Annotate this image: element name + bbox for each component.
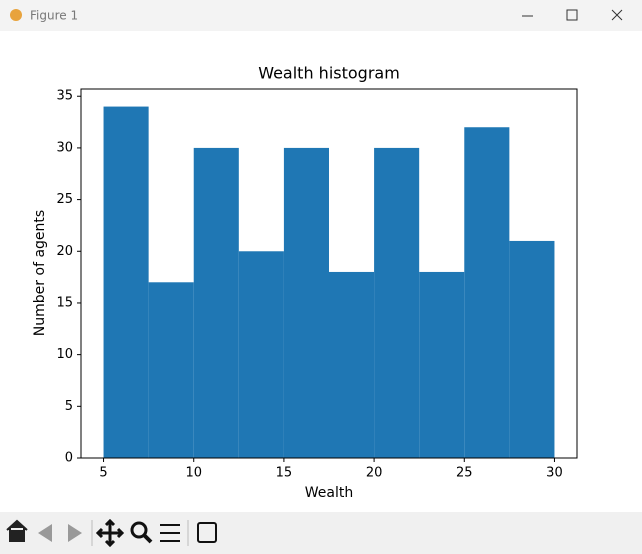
y-tick-label: 15	[56, 295, 73, 310]
chart-title: Wealth histogram	[258, 64, 400, 83]
bar	[464, 127, 510, 458]
x-axis-label: Wealth	[305, 485, 353, 501]
app-icon	[10, 9, 22, 21]
forward-button[interactable]	[68, 524, 82, 542]
pan-button[interactable]	[95, 518, 125, 548]
y-axis-label: Number of agents	[32, 210, 48, 336]
bar	[419, 271, 465, 458]
zoom-button[interactable]	[130, 521, 148, 539]
bar	[509, 240, 555, 458]
y-tick-label: 30	[56, 140, 73, 155]
bar	[238, 251, 284, 458]
x-tick-label: 10	[185, 466, 202, 481]
y-tick-label: 5	[65, 399, 73, 414]
y-tick-label: 20	[56, 244, 73, 259]
y-tick-label: 25	[56, 192, 73, 207]
x-tick-label: 5	[99, 466, 107, 481]
configure-button[interactable]	[160, 524, 180, 542]
save-button[interactable]	[197, 522, 217, 543]
title-bar	[0, 0, 642, 31]
bar	[329, 271, 375, 458]
y-tick-label: 10	[56, 347, 73, 362]
bar	[283, 147, 329, 459]
bar	[103, 106, 149, 459]
back-button[interactable]	[38, 524, 52, 542]
bar	[374, 147, 420, 459]
bar	[193, 147, 239, 459]
home-button[interactable]	[6, 519, 28, 542]
axes-frame	[80, 88, 578, 459]
bar	[148, 282, 194, 458]
close-button[interactable]	[611, 9, 623, 21]
window-title: Figure 1	[30, 9, 78, 23]
x-tick-label: 20	[366, 466, 383, 481]
y-tick-label: 35	[56, 89, 73, 104]
zoom-handle	[142, 533, 153, 544]
x-tick-label: 15	[276, 466, 293, 481]
maximize-button[interactable]	[566, 9, 578, 21]
x-tick-label: 25	[456, 466, 473, 481]
x-tick-label: 30	[546, 466, 563, 481]
y-tick-label: 0	[65, 451, 73, 466]
